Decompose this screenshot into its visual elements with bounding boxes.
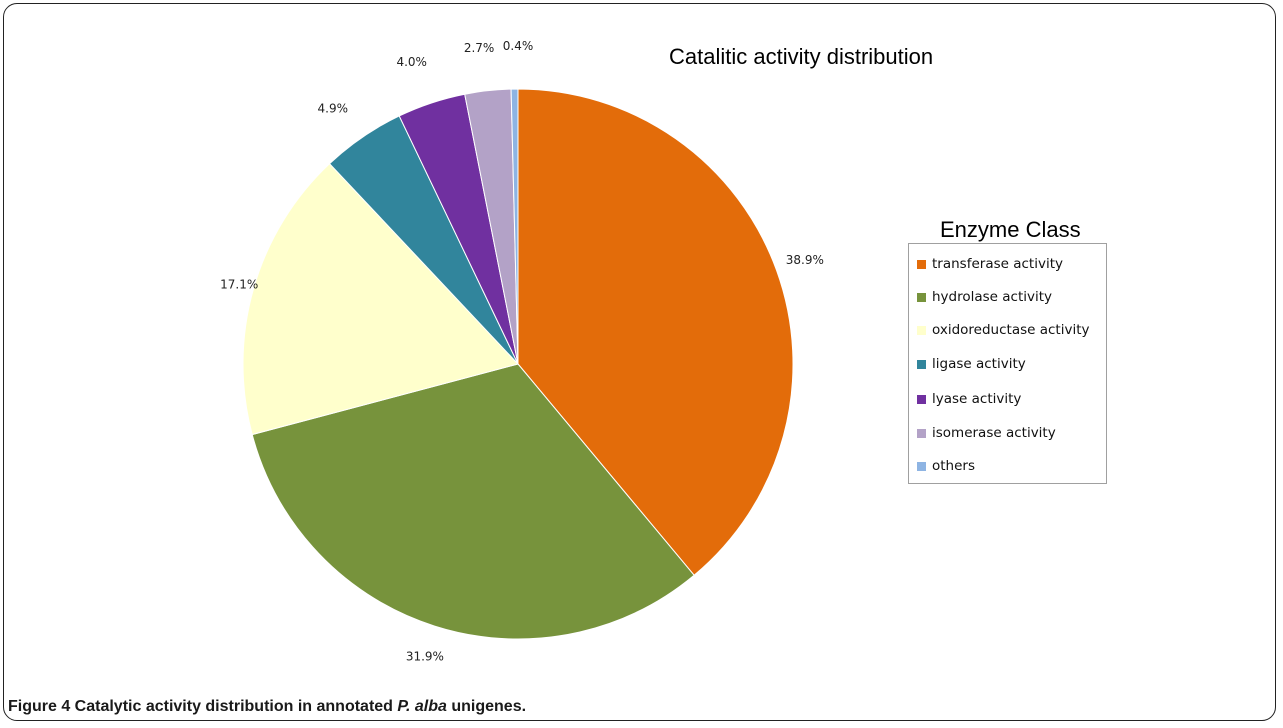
legend-item-lyase: lyase activity	[917, 389, 1021, 409]
legend-label-transferase: transferase activity	[932, 256, 1063, 272]
slice-value-label-oxidoreductase: 17.1%	[220, 277, 258, 291]
pie-value-labels: 38.9% 31.9% 17.1% 4.9% 4.0% 2.7% 0.4%	[220, 39, 824, 664]
legend-label-isomerase: isomerase activity	[932, 425, 1056, 441]
legend-item-transferase: transferase activity	[917, 254, 1063, 274]
legend-swatch-isomerase	[917, 428, 926, 438]
legend-swatch-lyase	[917, 394, 926, 404]
legend-label-lyase: lyase activity	[932, 391, 1022, 407]
caption-species: P. alba	[397, 698, 447, 715]
slice-value-label-hydrolase: 31.9%	[406, 650, 444, 664]
legend-swatch-others	[917, 461, 926, 471]
figure-caption: Figure 4 Catalytic activity distribution…	[8, 698, 526, 716]
pie-slice-transferase	[517, 88, 794, 576]
caption-suffix: unigenes.	[446, 698, 527, 715]
legend-item-ligase: ligase activity	[917, 354, 1026, 374]
slice-value-label-lyase: 4.0%	[396, 55, 427, 69]
legend-label-hydrolase: hydrolase activity	[932, 289, 1053, 305]
slice-value-label-others: 0.4%	[503, 39, 534, 53]
legend-swatch-oxidoreductase	[917, 325, 926, 335]
legend-swatch-transferase	[917, 259, 926, 269]
pie-slice-hydrolase	[251, 363, 695, 640]
pie-slices	[242, 88, 794, 640]
pie-slice-others	[510, 88, 519, 365]
slice-value-label-transferase: 38.9%	[786, 253, 824, 267]
caption-prefix: Figure 4 Catalytic activity distribution…	[8, 698, 398, 715]
legend-item-isomerase: isomerase activity	[917, 423, 1056, 443]
legend-swatch-ligase	[917, 359, 926, 369]
legend-label-others: others	[932, 458, 975, 474]
legend-swatch-hydrolase	[917, 292, 926, 302]
legend-item-oxidoreductase: oxidoreductase activity	[917, 320, 1089, 340]
chart-title: Catalitic activity distribution	[669, 44, 934, 69]
legend-item-hydrolase: hydrolase activity	[917, 287, 1052, 307]
legend: transferase activity hydrolase activity …	[908, 243, 1107, 484]
legend-label-oxidoreductase: oxidoreductase activity	[932, 322, 1090, 338]
slice-value-label-isomerase: 2.7%	[464, 41, 495, 55]
slice-value-label-ligase: 4.9%	[318, 101, 349, 115]
legend-item-others: others	[917, 456, 975, 476]
legend-label-ligase: ligase activity	[932, 356, 1026, 372]
figure-frame	[3, 3, 1276, 721]
legend-title: Enzyme Class	[940, 217, 1081, 242]
pie-slice-oxidoreductase	[242, 162, 519, 436]
